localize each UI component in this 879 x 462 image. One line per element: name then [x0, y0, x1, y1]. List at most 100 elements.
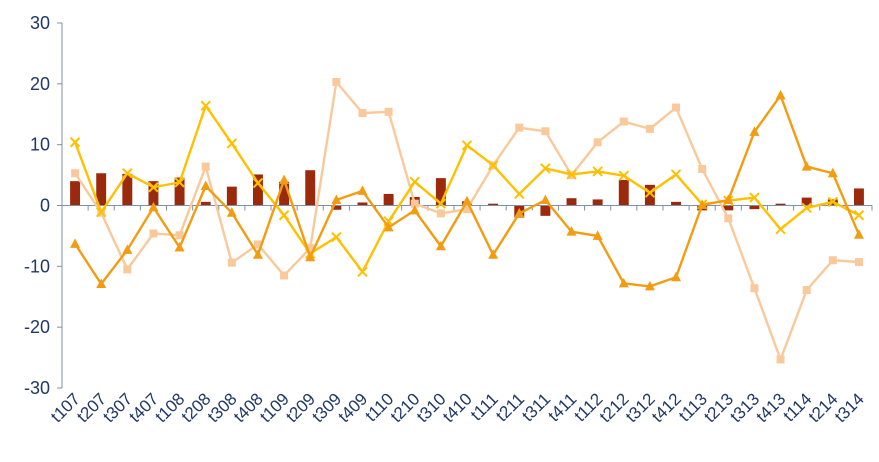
point-triangle-t212: [618, 277, 629, 288]
point-square-t213: [724, 214, 733, 223]
point-triangle-t213: [723, 194, 734, 205]
point-square-t313: [750, 284, 759, 293]
point-triangle-t108: [174, 241, 185, 252]
point-triangle-t413: [775, 89, 786, 100]
point-triangle-t411: [566, 226, 577, 236]
point-x-t109: [278, 210, 290, 221]
bar-t413: [775, 203, 786, 206]
point-square-t114: [802, 286, 811, 295]
point-square-t314: [854, 258, 863, 267]
point-x-t214: [827, 196, 839, 208]
point-square-t209: [306, 244, 315, 253]
bar-t110: [383, 193, 394, 206]
point-triangle-t207: [96, 278, 107, 288]
point-square-t107: [71, 169, 80, 178]
point-triangle-t109: [279, 174, 290, 184]
point-square-t112: [593, 138, 602, 147]
point-triangle-t210: [409, 204, 420, 215]
point-square-t108: [175, 231, 184, 240]
point-x-t412: [670, 169, 682, 180]
point-square-t307: [123, 265, 132, 274]
bar-t108: [174, 177, 185, 206]
point-square-t113: [698, 165, 707, 173]
point-triangle-t309: [331, 194, 342, 205]
bar-t412: [671, 201, 681, 206]
point-x-t307: [122, 168, 133, 179]
point-triangle-t112: [592, 230, 603, 240]
point-x-t314: [853, 210, 865, 221]
point-square-t211: [515, 123, 524, 132]
line-series-square: [71, 78, 863, 364]
bar-t407: [148, 181, 159, 206]
bar-t309: [331, 205, 342, 210]
point-triangle-t113: [697, 199, 708, 209]
point-x-t310: [435, 198, 447, 209]
point-x-t107: [69, 137, 81, 148]
point-square-t208: [201, 162, 210, 171]
point-square-t212: [619, 117, 628, 126]
point-x-t313: [749, 192, 760, 203]
bar-t107: [70, 181, 81, 206]
bar-t207: [96, 173, 107, 206]
point-square-t310: [436, 209, 445, 218]
point-triangle-t409: [357, 185, 368, 195]
line-series-x: [69, 100, 865, 278]
point-square-t308: [227, 258, 236, 267]
point-triangle-t314: [853, 229, 864, 239]
y-axis-tick-labels: -30 -20 -10 0 10 20 30: [24, 13, 50, 398]
point-square-t410: [463, 205, 471, 214]
point-triangle-t408: [252, 249, 263, 259]
point-triangle-t209: [305, 251, 316, 262]
bar-t308: [226, 186, 237, 206]
point-square-t309: [332, 78, 341, 87]
point-triangle-t312: [644, 280, 655, 291]
point-x-t308: [226, 138, 238, 149]
point-x-t309: [331, 231, 342, 243]
point-x-t407: [148, 182, 159, 193]
point-triangle-t111: [488, 249, 499, 259]
point-x-t212: [618, 170, 629, 181]
point-triangle-t308: [226, 207, 237, 217]
point-triangle-t211: [514, 207, 525, 218]
point-x-t211: [514, 188, 525, 200]
x-axis-tick-labels: t107t207t307t407t108t208t308t408t109t209…: [47, 389, 868, 426]
bar-t411: [566, 198, 577, 206]
point-square-t413: [776, 355, 785, 364]
point-x-t112: [592, 166, 603, 177]
bar-t112: [592, 199, 603, 206]
point-x-t411: [566, 169, 577, 180]
bar-t111: [488, 203, 499, 206]
point-square-t210: [410, 199, 419, 208]
point-square-t110: [384, 107, 393, 116]
x-tick-label: t314: [831, 389, 868, 426]
point-triangle-t407: [148, 201, 159, 212]
point-triangle-t114: [801, 161, 812, 171]
point-x-t408: [252, 177, 264, 189]
bar-t310: [435, 178, 446, 206]
bar-t208: [200, 201, 211, 206]
bar-t314: [853, 188, 864, 206]
point-x-t413: [775, 224, 786, 235]
point-x-t207: [95, 206, 107, 218]
y-tick-label: -20: [24, 317, 50, 337]
point-x-t410: [461, 140, 473, 151]
line-series: [69, 78, 865, 364]
bar-t408: [253, 174, 263, 206]
point-square-t109: [280, 271, 289, 280]
point-triangle-t208: [200, 180, 211, 191]
y-tick-label: 10: [30, 135, 50, 155]
point-x-t312: [644, 187, 656, 198]
y-tick-label: 30: [30, 13, 50, 33]
point-triangle-t412: [671, 271, 682, 282]
point-square-t312: [645, 124, 654, 133]
point-triangle-t313: [749, 126, 760, 136]
point-triangle-t310: [435, 240, 446, 251]
point-triangle-t214: [827, 167, 838, 178]
y-tick-label: -10: [24, 256, 50, 276]
bar-t114: [801, 197, 812, 206]
point-x-t111: [487, 160, 499, 171]
point-square-t407: [149, 229, 158, 238]
point-x-t114: [801, 202, 812, 214]
y-tick-label: -30: [24, 378, 50, 398]
